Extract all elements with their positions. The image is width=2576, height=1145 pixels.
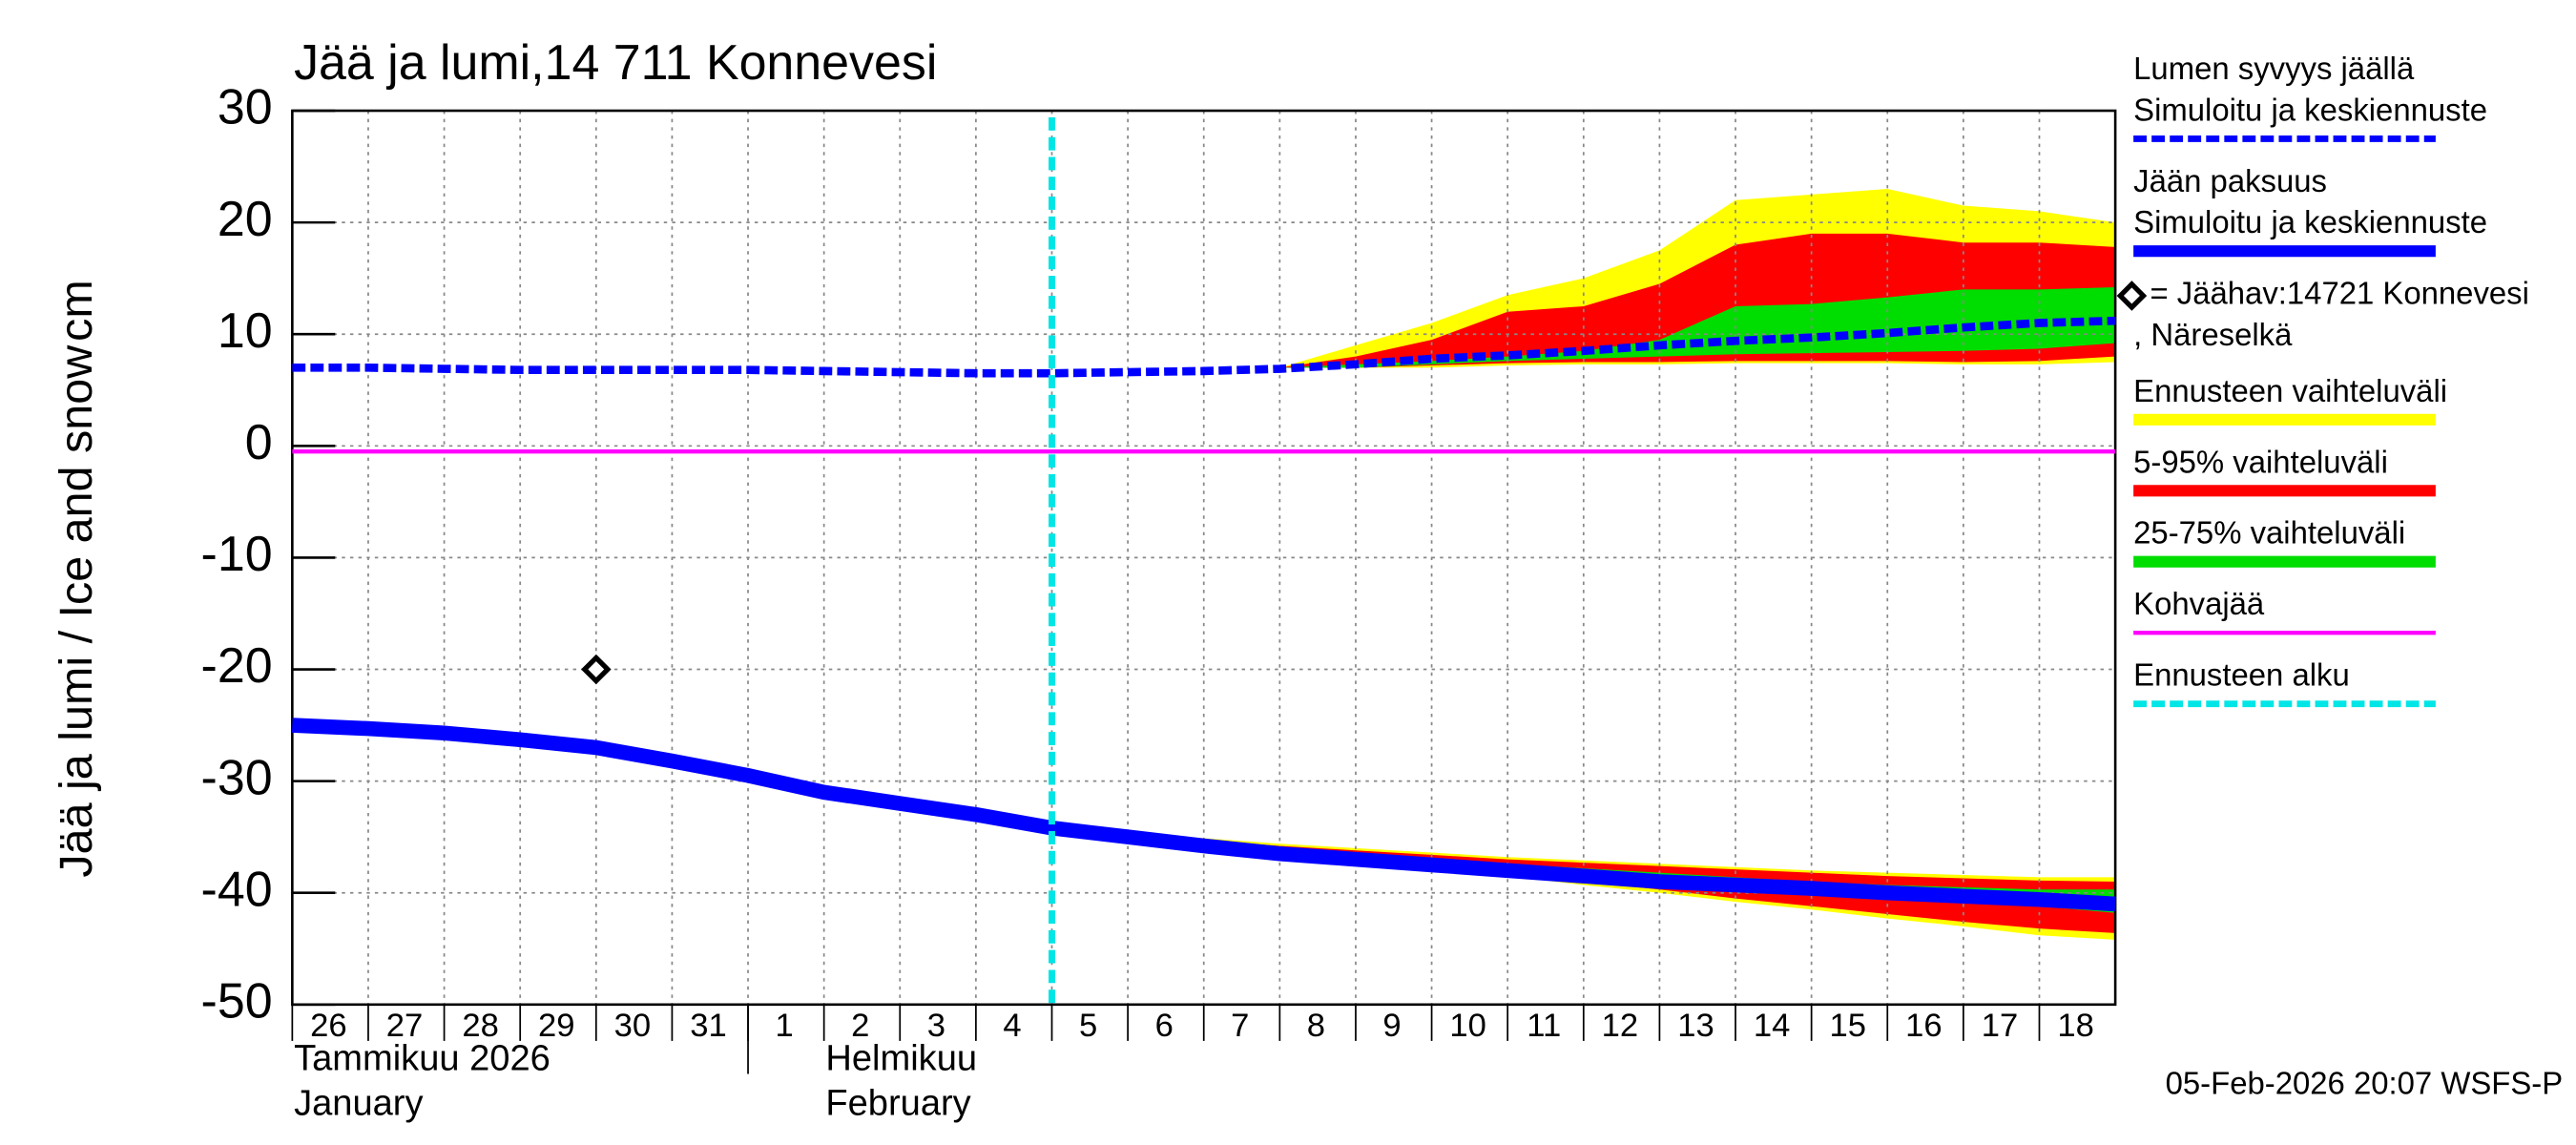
x-tick-label: 5 xyxy=(1079,1008,1097,1044)
x-tick-label: 18 xyxy=(2057,1008,2093,1044)
x-tick-label: 26 xyxy=(310,1008,346,1044)
y-tick-label: 20 xyxy=(218,192,273,247)
series-line xyxy=(292,316,2116,378)
legend-label: , Näreselkä xyxy=(2133,317,2293,352)
y-tick-label: -50 xyxy=(201,974,273,1030)
legend-label: 5-95% vaihteluväli xyxy=(2133,444,2388,479)
legend-label: Ennusteen alku xyxy=(2133,657,2350,693)
y-tick-label: 30 xyxy=(218,80,273,135)
x-tick-label: 9 xyxy=(1382,1008,1401,1044)
x-tick-label: 1 xyxy=(775,1008,793,1044)
month-label: January xyxy=(294,1083,423,1123)
legend-label: 25-75% vaihteluväli xyxy=(2133,515,2405,551)
timestamp: 05-Feb-2026 20:07 WSFS-P xyxy=(2166,1065,2564,1100)
legend-label: Simuloitu ja keskiennuste xyxy=(2133,92,2487,127)
observation-marker xyxy=(581,654,612,685)
x-tick-label: 16 xyxy=(1905,1008,1942,1044)
x-tick-label: 27 xyxy=(386,1008,423,1044)
y-tick-label: 10 xyxy=(218,303,273,359)
legend-label: Ennusteen vaihteluväli xyxy=(2133,373,2447,408)
legend-label: Simuloitu ja keskiennuste xyxy=(2133,204,2487,239)
x-tick-label: 13 xyxy=(1677,1008,1714,1044)
month-label: Tammikuu 2026 xyxy=(294,1039,551,1079)
plot-frame xyxy=(291,109,2117,1007)
legend-label: Lumen syvyys jäällä xyxy=(2133,51,2415,86)
month-label: Helmikuu xyxy=(825,1039,977,1079)
legend-marker xyxy=(2116,281,2148,311)
y-axis-label: Jää ja lumi / Ice and snow xyxy=(51,344,102,878)
x-tick-label: 11 xyxy=(1527,1008,1561,1044)
x-tick-label: 28 xyxy=(462,1008,498,1044)
y-tick-label: -30 xyxy=(201,750,273,805)
x-tick-label: 4 xyxy=(1003,1008,1021,1044)
month-label: February xyxy=(825,1083,970,1123)
series-line xyxy=(292,718,2116,912)
y-axis-unit: cm xyxy=(51,280,102,342)
y-tick-label: -40 xyxy=(201,862,273,917)
x-tick-label: 2 xyxy=(851,1008,869,1044)
legend-label: Jään paksuus xyxy=(2133,163,2327,198)
x-tick-label: 31 xyxy=(690,1008,726,1044)
x-tick-label: 3 xyxy=(927,1008,945,1044)
x-tick-label: 10 xyxy=(1449,1008,1485,1044)
legend-label: = Jäähav:14721 Konnevesi xyxy=(2150,276,2528,311)
x-tick-label: 17 xyxy=(1982,1008,2018,1044)
x-tick-label: 8 xyxy=(1307,1008,1325,1044)
x-tick-label: 15 xyxy=(1829,1008,1865,1044)
x-tick-label: 14 xyxy=(1754,1008,1790,1044)
forecast-band xyxy=(1279,287,2116,368)
chart-title: Jää ja lumi,14 711 Konnevesi xyxy=(294,35,937,91)
y-tick-label: 0 xyxy=(245,415,273,470)
x-tick-label: 30 xyxy=(614,1008,651,1044)
x-tick-label: 7 xyxy=(1231,1008,1249,1044)
x-tick-label: 6 xyxy=(1155,1008,1174,1044)
x-tick-label: 12 xyxy=(1602,1008,1638,1044)
y-tick-label: -20 xyxy=(201,638,273,694)
y-tick-label: -10 xyxy=(201,527,273,582)
legend-label: Kohvajää xyxy=(2133,586,2265,621)
x-tick-label: 29 xyxy=(538,1008,574,1044)
